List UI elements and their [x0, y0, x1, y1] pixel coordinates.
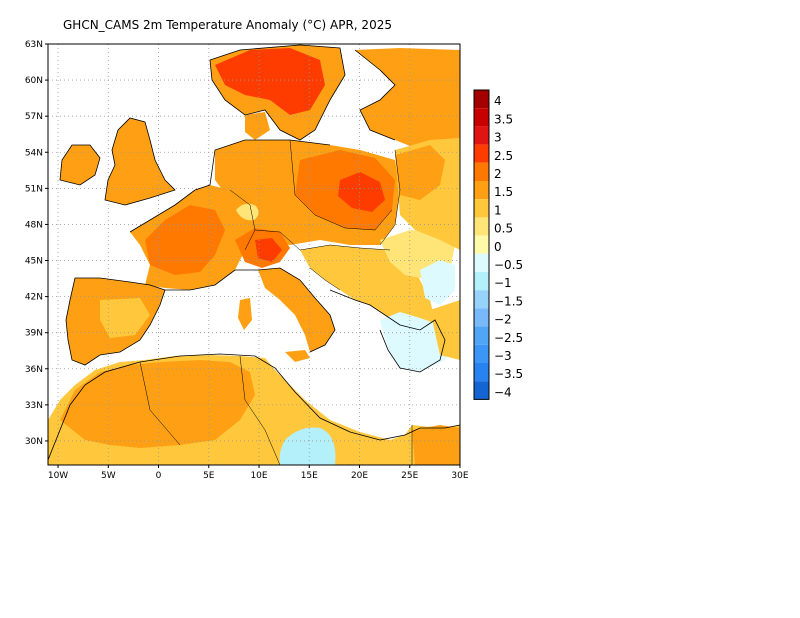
colorbar-label: −2.5: [494, 331, 523, 345]
lat-label: 51N: [25, 184, 43, 194]
lat-label: 45N: [25, 257, 43, 267]
colorbar-swatch: [474, 272, 489, 291]
lat-label: 57N: [25, 112, 43, 122]
colorbar-swatch: [474, 381, 489, 400]
region-belarus-warm: [395, 145, 445, 200]
colorbar-swatch: [474, 90, 489, 109]
lon-label: 30E: [451, 471, 468, 481]
colorbar-label: −1.5: [494, 294, 523, 308]
region-sicily: [285, 350, 310, 362]
colorbar-label: −0.5: [494, 258, 523, 272]
lat-label: 36N: [25, 365, 43, 375]
lon-label: 10E: [250, 471, 267, 481]
colorbar-swatch: [474, 363, 489, 382]
lon-label: 25E: [401, 471, 418, 481]
latitude-axis: 63N 60N 57N 54N 51N 48N 45N 42N 39N 36N 33N 30N: [25, 40, 48, 447]
region-switzerland-cool: [236, 203, 259, 221]
region-turkey: [430, 300, 460, 360]
region-scandinavia-hot: [215, 48, 325, 115]
region-black-sea-coast-cool: [420, 260, 455, 305]
colorbar-label: −2: [494, 313, 512, 327]
colorbar-swatch: [474, 344, 489, 363]
colorbar-label: 0.5: [494, 222, 513, 236]
lat-label: 39N: [25, 329, 43, 339]
region-iberia-light: [100, 298, 150, 338]
lon-label: 10W: [48, 471, 68, 481]
region-france-hot: [145, 205, 225, 275]
colorbar-swatch: [474, 199, 489, 218]
region-britain: [105, 118, 175, 205]
region-ireland: [60, 145, 100, 185]
lat-label: 63N: [25, 40, 43, 50]
colorbar-label: 2: [494, 167, 502, 181]
region-denmark: [245, 112, 270, 140]
colorbar-label: 4: [494, 94, 502, 108]
colorbar-label: −4: [494, 385, 512, 399]
map-frame: [47, 43, 461, 466]
colorbar-label: 1: [494, 203, 502, 217]
region-sardinia: [238, 298, 252, 330]
colorbar-swatch: [474, 253, 489, 272]
lon-label: 5E: [203, 471, 215, 481]
map-title: GHCN_CAMS 2m Temperature Anomaly (°C) AP…: [63, 18, 392, 32]
region-egypt-warm: [412, 425, 460, 465]
colorbar-label: 3.5: [494, 112, 513, 126]
lat-label: 60N: [25, 76, 43, 86]
lat-label: 30N: [25, 437, 43, 447]
lat-label: 48N: [25, 220, 43, 230]
colorbar-swatch: [474, 235, 489, 254]
colorbar-swatch: [474, 290, 489, 309]
lon-label: 20E: [351, 471, 368, 481]
region-italy: [258, 268, 335, 352]
colorbar-label: 1.5: [494, 185, 513, 199]
longitude-axis: 10W 5W 0 5E 10E 15E 20E 25E 30E: [48, 465, 469, 481]
colorbar-label: 0: [494, 240, 502, 254]
colorbar-swatch: [474, 326, 489, 345]
region-north-africa-warm: [60, 360, 255, 448]
country-borders: [139, 139, 413, 465]
lat-label: 54N: [25, 148, 43, 158]
region-poland-hotter: [338, 172, 385, 212]
lat-label: 42N: [25, 293, 43, 303]
lon-label: 15E: [301, 471, 318, 481]
colorbar-swatch: [474, 308, 489, 327]
colorbar: 4 3.5 3 2.5 2 1.5 1 0.5 0 −0.5 −1 −1.5 −2 −2.5 −3 −3.5 −…: [473, 89, 523, 400]
colorbar-frame: [473, 89, 490, 400]
colorbar-label: −3: [494, 349, 512, 363]
colorbar-label: 2.5: [494, 149, 513, 163]
map-plot-area: [48, 44, 460, 465]
lon-label: 5W: [101, 471, 116, 481]
colorbar-label: 3: [494, 131, 502, 145]
colorbar-swatch: [474, 181, 489, 200]
region-finland-baltic: [355, 48, 460, 150]
colorbar-swatch: [474, 162, 489, 181]
coastlines: [48, 44, 460, 461]
lat-label: 33N: [25, 401, 43, 411]
region-libya-cool: [279, 427, 336, 465]
colorbar-swatch: [474, 126, 489, 145]
lon-label: 0: [156, 471, 162, 481]
colorbar-swatch: [474, 144, 489, 163]
colorbar-swatch: [474, 108, 489, 127]
colorbar-label: −3.5: [494, 367, 523, 381]
colorbar-label: −1: [494, 276, 512, 290]
colorbar-swatch: [474, 217, 489, 236]
region-alps-hotter: [255, 238, 282, 262]
